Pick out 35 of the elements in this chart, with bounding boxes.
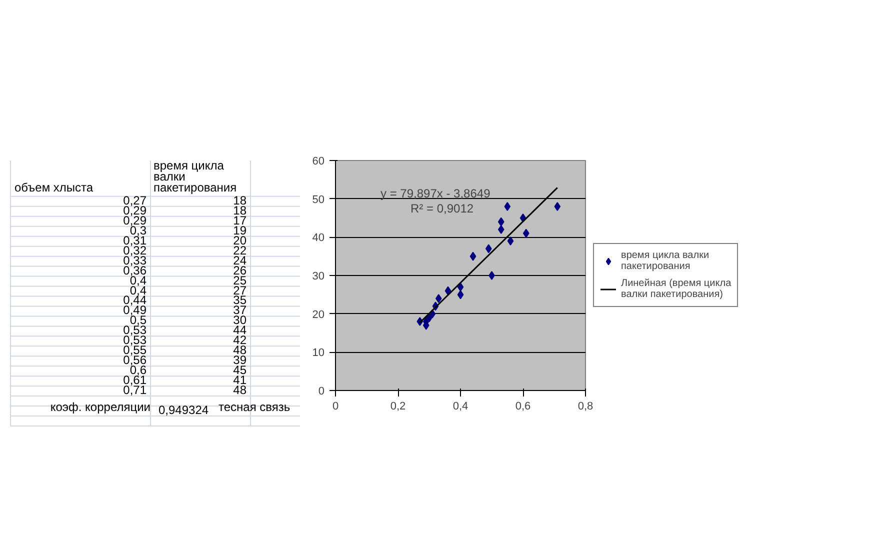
text: время цикла валки пакетирования	[154, 158, 237, 194]
point	[457, 290, 464, 300]
point	[470, 252, 476, 261]
x-tick-label: 0,8	[578, 400, 594, 412]
y-tick-label: 30	[312, 270, 325, 282]
legend-label: Линейная (время цикла валки пакетирования)	[621, 278, 732, 300]
text: объем хлыста	[14, 180, 94, 194]
annotation: R² = 0,9012	[410, 202, 474, 216]
y-tick-label: 40	[312, 232, 325, 244]
point	[507, 236, 514, 246]
x-tick-label: 0	[332, 400, 339, 412]
x-tick-label: 0,6	[515, 400, 531, 412]
text: тесная связь	[218, 400, 290, 414]
point	[488, 271, 495, 280]
text: коэф. корреляции	[50, 400, 151, 414]
y-tick-label: 0	[318, 386, 325, 398]
point	[435, 294, 442, 303]
point	[457, 282, 464, 292]
x-tick-label: 0,4	[452, 400, 468, 412]
y-tick-label: 20	[312, 308, 325, 321]
y-tick-label: 50	[312, 194, 325, 206]
point	[485, 244, 492, 254]
point	[498, 217, 504, 226]
point	[504, 202, 511, 211]
x-tick-label: 0,2	[390, 400, 406, 412]
text: 48	[233, 383, 247, 398]
y-tick-label: 60	[312, 156, 325, 168]
legend-label: время цикла валки пакетирования	[621, 250, 710, 272]
point	[444, 286, 452, 296]
point	[498, 225, 504, 234]
annotation: y = 79,897x - 3,8649	[380, 186, 491, 200]
text: 0,949324	[158, 403, 209, 418]
point	[522, 228, 530, 238]
point	[554, 202, 561, 211]
y-tick-label: 10	[312, 347, 325, 360]
